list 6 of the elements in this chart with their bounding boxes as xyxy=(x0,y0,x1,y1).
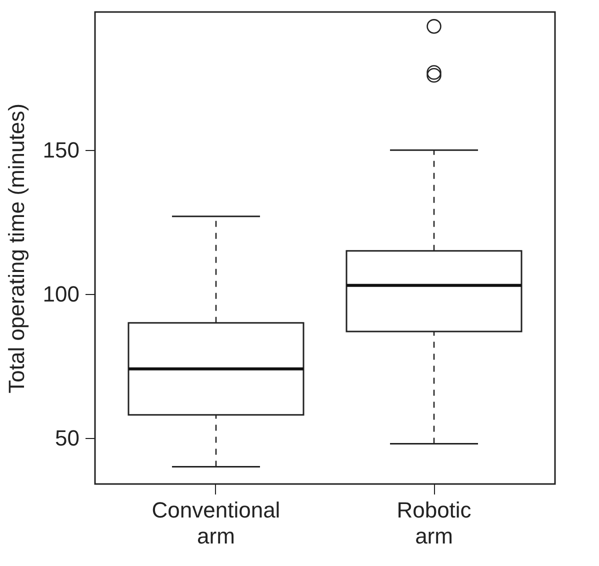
y-tick-label: 100 xyxy=(42,282,80,307)
x-tick-label: Robotic arm xyxy=(396,498,472,548)
y-tick-label: 150 xyxy=(42,138,80,163)
y-axis-title: Total operating time (minutes) xyxy=(4,104,29,394)
y-tick-label: 50 xyxy=(55,425,80,450)
x-tick-label: Conventional arm xyxy=(152,498,280,548)
